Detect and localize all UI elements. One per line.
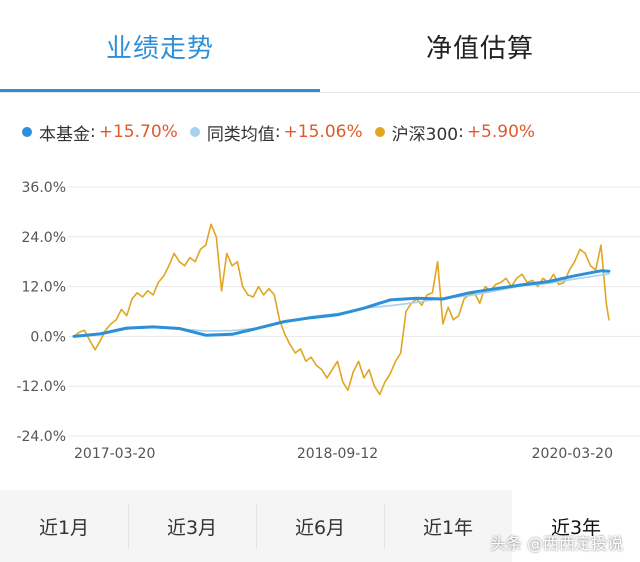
period-option-1m[interactable]: 近1月: [38, 516, 90, 539]
legend-name: 本基金: [39, 124, 90, 145]
watermark-text: 头条 @西西定投说: [490, 534, 624, 553]
legend-value: +15.70%: [98, 122, 178, 142]
performance-line-chart[interactable]: 36.0% 24.0% 12.0% 0.0% -12.0% -24.0% 2017-03-2…: [0, 170, 640, 470]
x-tick-label: 2017-03-20: [74, 446, 155, 462]
legend-value: +5.90%: [466, 122, 536, 142]
legend-name: 沪深300: [391, 124, 459, 145]
x-tick-label: 2018-09-12: [297, 446, 378, 462]
period-option-6m[interactable]: 近6月: [294, 516, 346, 539]
legend-item-category-average: 同类均值: +15.06%: [189, 120, 363, 145]
tab-divider: [0, 92, 640, 93]
legend-dot-csi300: [374, 127, 385, 137]
y-tick-label: 0.0%: [30, 329, 66, 345]
tab-nav-estimate[interactable]: 净值估算: [425, 33, 534, 64]
legend-dot-fund: [22, 127, 32, 137]
y-tick-label: -12.0%: [16, 379, 66, 395]
period-option-3y[interactable]: 近3年: [512, 490, 640, 562]
y-tick-label: 24.0%: [22, 230, 66, 246]
legend-dot-category-average: [189, 127, 200, 137]
tab-bar: 业绩走势 净值估算: [0, 0, 640, 93]
period-selector: 近1月 近3月 近6月 近1年 近3年: [0, 490, 640, 562]
y-tick-label: -24.0%: [16, 429, 66, 445]
legend-value: +15.06%: [283, 122, 363, 142]
tab-performance-trend[interactable]: 业绩走势: [105, 33, 214, 64]
y-tick-label: 12.0%: [22, 280, 66, 296]
legend-name: 同类均值: [206, 124, 275, 145]
series-line-2: [72, 269, 611, 338]
y-tick-label: 36.0%: [22, 180, 66, 196]
series-line-0: [73, 223, 610, 396]
chart-legend: 本基金: +15.70% 同类均值: +15.06% 沪深300: +5.90%: [22, 118, 547, 146]
period-option-1y[interactable]: 近1年: [422, 516, 474, 539]
active-tab-underline: [0, 89, 320, 92]
x-tick-label: 2020-03-20: [532, 446, 613, 462]
period-option-3m[interactable]: 近3月: [166, 516, 218, 539]
legend-item-fund: 本基金: +15.70%: [22, 120, 178, 145]
legend-item-csi300: 沪深300: +5.90%: [374, 120, 536, 145]
chart-card: 业绩走势 净值估算 本基金: +15.70% 同类均值: +15.06% 沪深3…: [0, 0, 640, 470]
